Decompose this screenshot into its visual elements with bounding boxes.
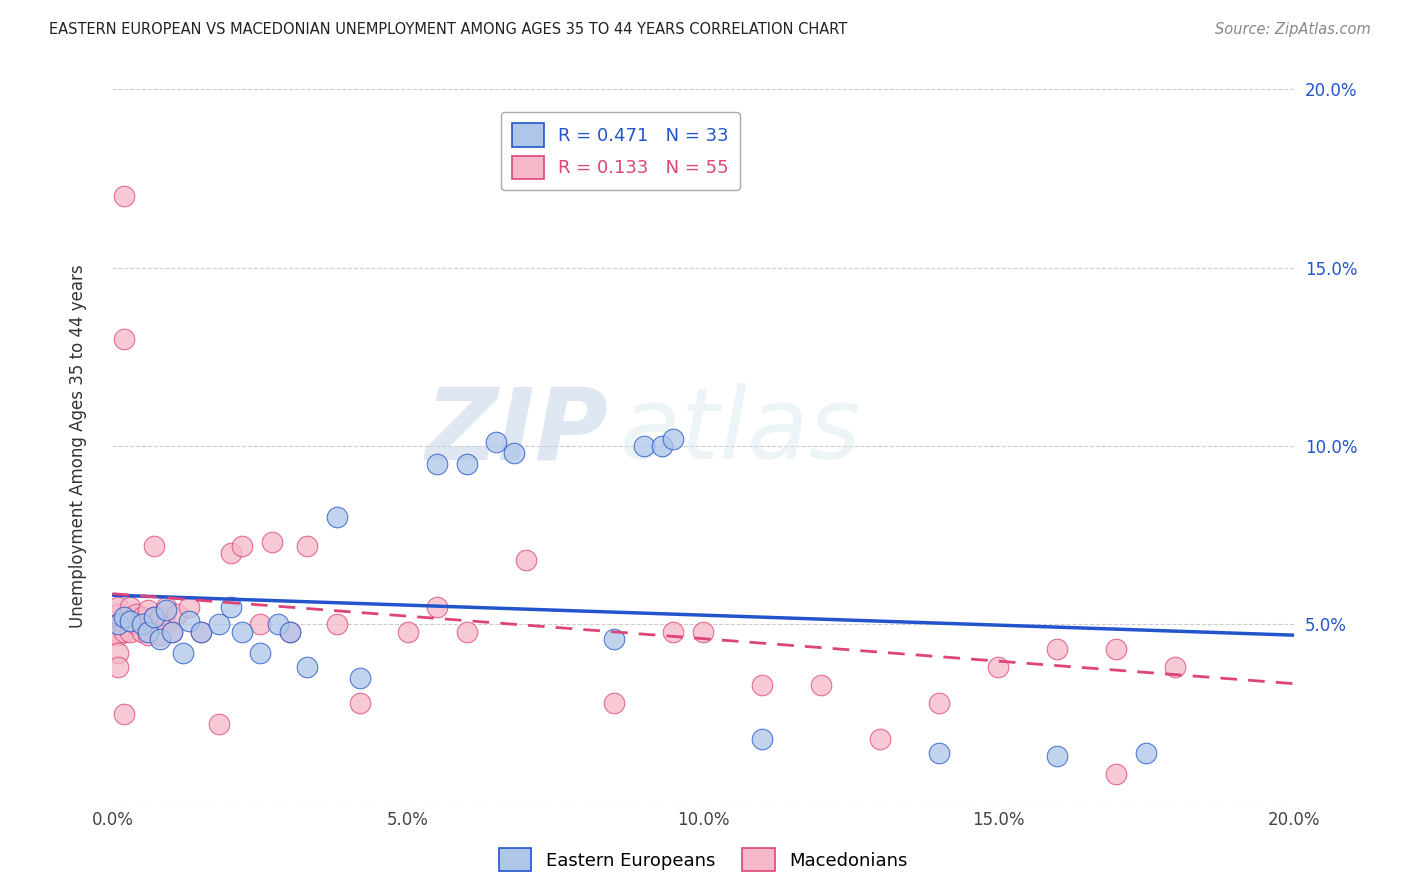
Point (142, 610, 165, 624)
Point (662, 432, 685, 446)
Point (231, 624, 253, 639)
Point (515, 553, 537, 567)
Point (107, 628, 129, 642)
Point (112, 706, 135, 721)
Point (120, 614, 142, 628)
Text: ZIP: ZIP (426, 384, 609, 480)
Point (456, 457, 478, 471)
Point (208, 717, 231, 731)
Point (125, 607, 148, 621)
Point (603, 632, 626, 646)
Point (928, 746, 950, 760)
Legend: Eastern Europeans, Macedonians: Eastern Europeans, Macedonians (492, 841, 914, 879)
Point (426, 457, 449, 471)
Point (396, 624, 419, 639)
Text: atlas: atlas (620, 384, 862, 480)
Point (1046, 642, 1069, 657)
Point (120, 624, 142, 639)
Point (651, 439, 673, 453)
Point (155, 603, 177, 617)
Point (810, 678, 832, 692)
Point (503, 446, 526, 460)
Point (751, 731, 773, 746)
Point (751, 678, 773, 692)
Point (1046, 749, 1069, 764)
Point (107, 614, 129, 628)
Text: Source: ZipAtlas.com: Source: ZipAtlas.com (1215, 22, 1371, 37)
Point (125, 617, 148, 632)
Point (120, 599, 142, 614)
Point (219, 546, 242, 560)
Point (112, 189, 135, 203)
Point (107, 617, 129, 632)
Point (662, 624, 685, 639)
Point (987, 660, 1010, 674)
Point (160, 624, 183, 639)
Point (260, 535, 283, 549)
Point (149, 628, 172, 642)
Point (166, 607, 188, 621)
Point (603, 696, 626, 710)
Point (1135, 746, 1157, 760)
Point (426, 599, 449, 614)
Point (219, 599, 242, 614)
Point (1164, 660, 1187, 674)
Point (131, 624, 153, 639)
Point (179, 614, 201, 628)
Point (485, 435, 508, 450)
Point (136, 628, 159, 642)
Point (456, 624, 478, 639)
Point (107, 624, 129, 639)
Point (160, 624, 183, 639)
Point (267, 617, 290, 632)
Point (112, 332, 135, 346)
Legend: R = 0.471   N = 33, R = 0.133   N = 55: R = 0.471 N = 33, R = 0.133 N = 55 (501, 112, 740, 190)
Point (142, 610, 165, 624)
Point (179, 599, 201, 614)
Point (155, 599, 177, 614)
Text: EASTERN EUROPEAN VS MACEDONIAN UNEMPLOYMENT AMONG AGES 35 TO 44 YEARS CORRELATIO: EASTERN EUROPEAN VS MACEDONIAN UNEMPLOYM… (49, 22, 848, 37)
Point (107, 607, 129, 621)
Point (136, 624, 159, 639)
Point (633, 153, 655, 168)
Point (326, 510, 349, 524)
Point (107, 646, 129, 660)
Point (107, 599, 129, 614)
Point (1105, 767, 1128, 781)
Point (208, 617, 231, 632)
Point (349, 671, 371, 685)
Point (278, 624, 301, 639)
Point (190, 624, 212, 639)
Point (112, 624, 135, 639)
Point (928, 696, 950, 710)
Point (1105, 642, 1128, 657)
Point (155, 617, 177, 632)
Point (131, 610, 153, 624)
Point (297, 539, 319, 553)
Point (869, 731, 891, 746)
Point (107, 660, 129, 674)
Point (633, 439, 655, 453)
Point (149, 632, 172, 646)
Point (112, 610, 135, 624)
Y-axis label: Unemployment Among Ages 35 to 44 years: Unemployment Among Ages 35 to 44 years (69, 264, 87, 628)
Point (142, 539, 165, 553)
Point (149, 610, 172, 624)
Point (131, 617, 153, 632)
Point (326, 617, 349, 632)
Point (249, 646, 271, 660)
Point (278, 624, 301, 639)
Point (692, 624, 714, 639)
Point (349, 696, 371, 710)
Point (231, 539, 253, 553)
Point (120, 614, 142, 628)
Point (249, 617, 271, 632)
Point (190, 624, 212, 639)
Point (172, 646, 194, 660)
Point (297, 660, 319, 674)
Point (136, 603, 159, 617)
